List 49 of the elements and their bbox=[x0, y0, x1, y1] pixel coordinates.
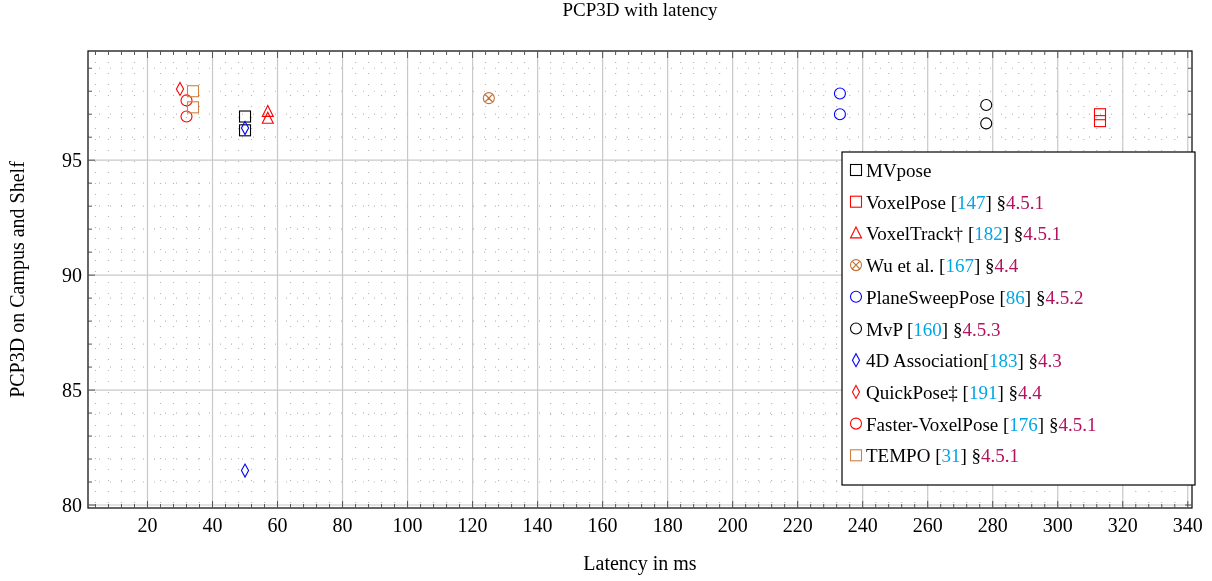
legend-label: PlaneSweepPose [86] §4.5.2 bbox=[866, 286, 1084, 308]
x-tick-label: 60 bbox=[267, 514, 288, 536]
legend-label: Faster-VoxelPose [176] §4.5.1 bbox=[866, 413, 1097, 435]
x-tick-label: 320 bbox=[1107, 514, 1138, 536]
point bbox=[238, 124, 252, 137]
legend-label: QuickPose‡ [191] §4.4 bbox=[866, 381, 1043, 403]
point bbox=[980, 98, 993, 112]
legend-label: VoxelPose [147] §4.5.1 bbox=[866, 191, 1045, 213]
y-tick-label: 80 bbox=[62, 494, 82, 517]
point bbox=[1093, 108, 1107, 121]
legend-label: Wu et al. [167] §4.4 bbox=[866, 254, 1019, 276]
x-tick-label: 80 bbox=[332, 514, 353, 536]
legend-label: TEMPO [31] §4.5.1 bbox=[866, 444, 1020, 466]
point bbox=[180, 94, 193, 107]
x-tick-label: 100 bbox=[392, 514, 423, 536]
x-tick-label: 160 bbox=[587, 514, 618, 536]
y-axis-title: PCP3D on Campus and Shelf bbox=[6, 160, 29, 398]
x-tick-label: 260 bbox=[912, 514, 943, 536]
x-tick-label: 180 bbox=[652, 514, 683, 536]
legend-label: MVpose bbox=[866, 159, 932, 181]
point bbox=[482, 92, 495, 105]
x-tick-label: 220 bbox=[782, 514, 813, 536]
chart-title: PCP3D with latency bbox=[562, 0, 719, 20]
legend-label: 4D Association[183] §4.3 bbox=[866, 349, 1062, 371]
y-tick-label: 90 bbox=[62, 264, 82, 287]
x-tick-label: 20 bbox=[137, 514, 158, 536]
point bbox=[180, 110, 193, 123]
point bbox=[1093, 115, 1107, 128]
x-tick-label: 340 bbox=[1172, 514, 1203, 536]
point bbox=[238, 110, 252, 123]
legend-label: VoxelTrack† [182] §4.5.1 bbox=[866, 222, 1062, 244]
x-tick-label: 200 bbox=[717, 514, 748, 536]
y-tick-label: 95 bbox=[62, 149, 82, 172]
point bbox=[833, 87, 846, 100]
y-tick-label: 85 bbox=[62, 379, 82, 402]
point bbox=[833, 108, 846, 121]
point bbox=[261, 111, 274, 124]
point bbox=[261, 104, 274, 117]
point bbox=[980, 117, 993, 130]
point bbox=[186, 101, 200, 114]
x-tick-label: 300 bbox=[1042, 514, 1073, 536]
x-tick-label: 240 bbox=[847, 514, 878, 536]
x-tick-label: 40 bbox=[202, 514, 223, 536]
point bbox=[186, 85, 200, 98]
x-tick-label: 280 bbox=[977, 514, 1008, 536]
x-axis-title: Latency in ms bbox=[583, 552, 697, 575]
x-tick-label: 120 bbox=[457, 514, 488, 536]
legend-label: MvP [160] §4.5.3 bbox=[866, 318, 1001, 339]
x-tick-label: 140 bbox=[522, 514, 553, 536]
